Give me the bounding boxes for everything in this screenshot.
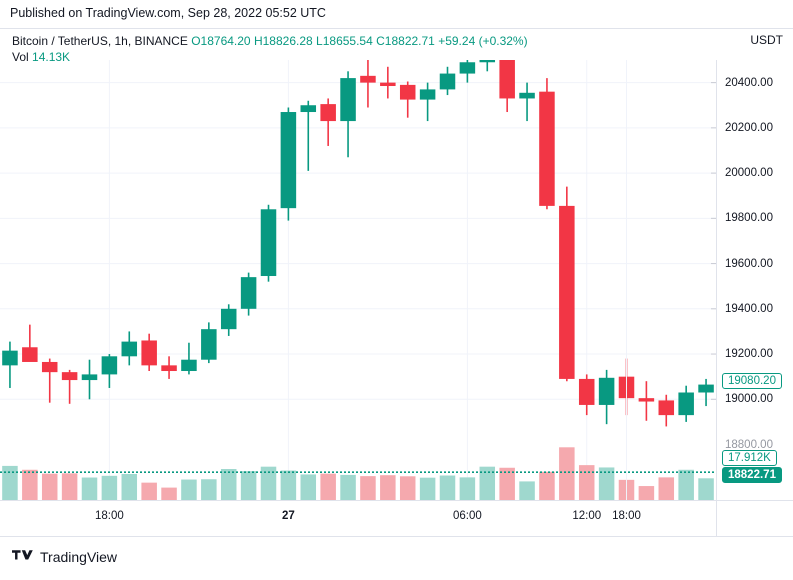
tradingview-wordmark: TradingView (40, 549, 118, 565)
legend-open-value: 18764.20 (200, 34, 251, 48)
legend-close-value: 18822.71 (384, 34, 435, 48)
price-tick-label-occluded: 18800.00 (725, 438, 773, 451)
legend-change: +59.24 (+0.32%) (438, 34, 528, 48)
time-tick-label: 12:00 (572, 510, 602, 522)
time-tick-label: 18:00 (94, 510, 124, 522)
last-price-badge[interactable]: 19080.20 (722, 373, 782, 390)
price-tick-label: 19600.00 (725, 257, 773, 270)
price-tick-label: 19000.00 (725, 393, 773, 406)
chart-plot-area[interactable] (0, 60, 716, 500)
tradingview-logo[interactable]: TradingView (12, 549, 117, 565)
price-scale[interactable]: 20400.00 20200.00 20000.00 19800.00 19600.00… (716, 60, 793, 500)
time-tick-label: 18:00 (612, 510, 641, 522)
legend-open-label: O (191, 34, 201, 48)
price-tick-label: 20200.00 (725, 121, 773, 134)
volume-legend: Vol 14.13K (12, 50, 70, 64)
price-tick-label: 19400.00 (725, 302, 773, 315)
legend-high-value: 18826.28 (262, 34, 313, 48)
time-tick-label: 06:00 (452, 510, 482, 522)
time-tick-label: 27 (281, 510, 295, 522)
legend-low-label: L (316, 34, 323, 48)
header-divider (0, 28, 793, 29)
published-banner: Published on TradingView.com, Sep 28, 20… (10, 6, 326, 20)
legend-high-label: H (253, 34, 263, 48)
price-tick-label: 19200.00 (725, 348, 773, 361)
price-tick-label: 20000.00 (725, 167, 773, 180)
volume-legend-value: 14.13K (32, 50, 71, 64)
chart-legend: Bitcoin / TetherUS, 1h, BINANCE O18764.2… (12, 33, 528, 50)
tradingview-mark-icon (12, 550, 33, 560)
price-tick-label: 20400.00 (725, 76, 773, 89)
time-scale-corner (716, 500, 793, 536)
price-tick-label: 19800.00 (725, 212, 773, 225)
close-price-badge[interactable]: 18822.71 (722, 467, 782, 484)
volume-legend-label: Vol (12, 50, 29, 64)
candlestick-svg (0, 60, 716, 500)
legend-close-label: C (376, 34, 385, 48)
time-scale[interactable]: 18:00 27 06:00 12:00 18:00 (0, 500, 716, 537)
volume-value-badge[interactable]: 17.912K (722, 450, 777, 467)
legend-low-value: 18655.54 (322, 34, 373, 48)
price-axis-unit: USDT (750, 33, 783, 47)
footer: TradingView (0, 536, 793, 580)
legend-symbol[interactable]: Bitcoin / TetherUS, 1h, BINANCE (12, 34, 188, 48)
